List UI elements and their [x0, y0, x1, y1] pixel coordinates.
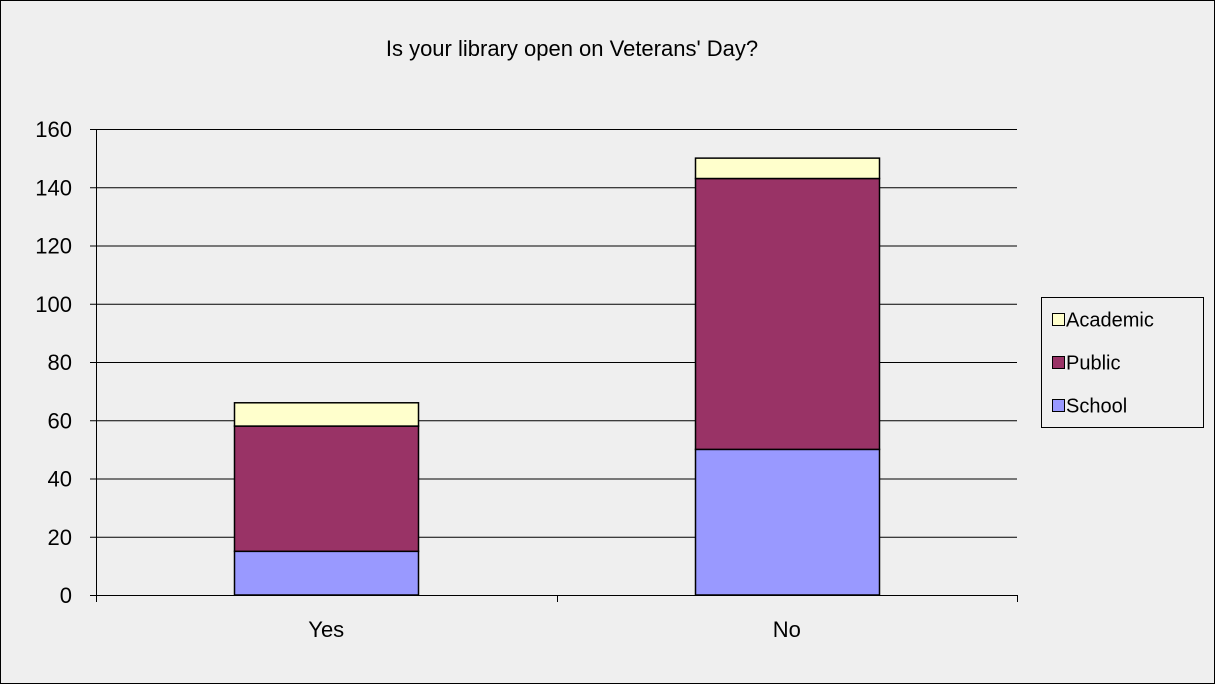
legend-swatch-school: [1052, 399, 1065, 412]
legend: Academic Public School: [1041, 297, 1204, 428]
y-tick-label-0: 0: [60, 583, 72, 608]
bars: [233, 157, 881, 596]
legend-label-school: School: [1066, 396, 1127, 418]
bar-yes-school: [233, 550, 420, 596]
y-tick-label-160: 160: [35, 117, 72, 142]
bar-yes-public: [233, 425, 420, 553]
x-tick-labels: Yes No: [308, 617, 801, 642]
bar-no-academic: [694, 157, 881, 180]
y-tick-label-40: 40: [48, 467, 72, 492]
legend-label-public: Public: [1066, 353, 1120, 375]
x-tick-label-yes: Yes: [308, 617, 344, 642]
y-tick-label-140: 140: [35, 175, 72, 200]
y-tick-label-120: 120: [35, 234, 72, 259]
y-tick-label-60: 60: [48, 408, 72, 433]
y-tick-label-100: 100: [35, 292, 72, 317]
y-tick-labels: 0 20 40 60 80 100 120 140 160: [35, 117, 72, 608]
legend-swatch-academic: [1052, 313, 1065, 326]
y-tick-label-80: 80: [48, 350, 72, 375]
legend-label-academic: Academic: [1066, 310, 1154, 332]
axes: [90, 129, 1018, 602]
bar-no-school: [694, 448, 881, 596]
y-tick-label-20: 20: [48, 525, 72, 550]
bar-yes-academic: [233, 402, 420, 427]
legend-box: [1041, 297, 1204, 428]
bar-no-public: [694, 177, 881, 451]
chart-title: Is your library open on Veterans' Day?: [386, 36, 758, 61]
x-tick-label-no: No: [773, 617, 801, 642]
legend-swatch-public: [1052, 356, 1065, 369]
